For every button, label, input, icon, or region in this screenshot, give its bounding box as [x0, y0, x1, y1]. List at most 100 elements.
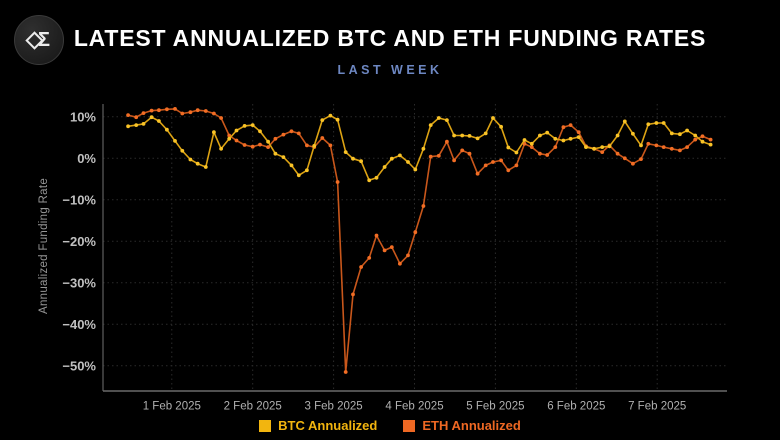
data-point-marker: [258, 129, 262, 134]
data-point-marker: [445, 118, 449, 122]
data-point-marker: [219, 116, 224, 120]
data-point-marker: [367, 256, 372, 260]
page-title: LATEST ANNUALIZED BTC AND ETH FUNDING RA…: [73, 25, 707, 51]
data-point-marker: [281, 155, 286, 160]
data-point-marker: [126, 124, 130, 129]
data-point-marker: [212, 130, 216, 135]
data-point-marker: [250, 144, 255, 149]
data-point-marker: [607, 144, 612, 149]
data-point-marker: [700, 139, 705, 144]
data-point-marker: [622, 156, 627, 161]
data-point-marker: [359, 265, 363, 269]
data-point-marker: [436, 153, 441, 158]
data-point-marker: [343, 150, 348, 155]
data-point-marker: [576, 130, 581, 135]
data-point-marker: [351, 156, 355, 161]
data-point-marker: [467, 134, 472, 138]
x-tick-label: 1 Feb 2025: [143, 401, 201, 413]
data-point-marker: [335, 117, 340, 122]
data-point-marker: [654, 143, 659, 148]
data-point-marker: [382, 248, 387, 253]
data-point-marker: [389, 156, 394, 161]
data-point-marker: [445, 139, 449, 144]
data-point-marker: [506, 145, 511, 150]
data-point-marker: [693, 133, 698, 138]
x-tick-label: 6 Feb 2025: [547, 401, 605, 413]
data-point-marker: [483, 163, 488, 168]
data-point-marker: [428, 154, 433, 159]
y-tick-label: 0%: [77, 151, 96, 166]
data-point-marker: [669, 131, 674, 136]
data-point-marker: [173, 107, 177, 111]
data-point-marker: [296, 173, 301, 178]
eth-annualized-series: [126, 107, 713, 374]
data-point-marker: [708, 137, 713, 142]
data-point-marker: [639, 143, 643, 148]
legend-item-btc: BTC Annualized: [259, 418, 377, 433]
data-point-marker: [328, 143, 333, 148]
data-point-marker: [195, 108, 200, 113]
y-tick-label: −40%: [62, 317, 96, 332]
data-point-marker: [165, 127, 169, 132]
data-point-marker: [134, 123, 139, 127]
data-point-marker: [359, 159, 363, 164]
data-point-marker: [195, 161, 200, 166]
data-point-marker: [296, 131, 301, 136]
data-point-marker: [568, 136, 573, 141]
data-point-marker: [584, 145, 588, 150]
data-point-marker: [661, 145, 666, 150]
data-point-marker: [165, 107, 169, 112]
data-point-marker: [452, 158, 456, 163]
data-point-marker: [522, 138, 527, 142]
data-point-marker: [467, 151, 472, 156]
data-point-marker: [693, 137, 698, 142]
data-point-marker: [320, 118, 325, 122]
data-point-marker: [421, 204, 426, 208]
data-point-marker: [646, 141, 651, 146]
data-point-marker: [188, 110, 193, 115]
data-point-marker: [538, 133, 542, 138]
data-point-marker: [188, 157, 193, 162]
btc-annualized-series: [126, 113, 713, 183]
data-point-marker: [708, 142, 713, 147]
data-point-marker: [499, 158, 503, 163]
data-point-marker: [374, 175, 379, 180]
data-point-marker: [242, 124, 247, 128]
data-point-marker: [141, 122, 146, 126]
data-point-marker: [406, 253, 410, 258]
data-point-marker: [615, 133, 620, 138]
grid-lines: [103, 104, 727, 391]
data-point-marker: [305, 168, 309, 173]
data-point-marker: [669, 146, 674, 151]
y-tick-label: −30%: [62, 275, 96, 290]
data-point-marker: [685, 128, 689, 133]
data-point-marker: [592, 146, 596, 151]
data-point-marker: [406, 160, 410, 164]
data-point-marker: [428, 123, 433, 127]
data-point-marker: [273, 136, 278, 141]
legend-label: ETH Annualized: [422, 418, 521, 433]
data-point-marker: [545, 130, 550, 135]
data-point-marker: [382, 165, 387, 169]
series-line: [127, 114, 712, 182]
data-point-marker: [374, 233, 379, 238]
data-point-marker: [553, 145, 558, 150]
data-point-marker: [335, 180, 340, 184]
data-point-marker: [203, 165, 208, 169]
data-point-marker: [250, 123, 255, 127]
data-point-marker: [351, 292, 355, 297]
y-tick-label: −10%: [62, 192, 96, 207]
data-point-marker: [661, 121, 666, 125]
data-point-marker: [678, 148, 682, 153]
data-point-marker: [389, 245, 394, 250]
data-point-marker: [227, 136, 232, 141]
y-tick-label: −50%: [62, 358, 96, 373]
data-point-marker: [639, 157, 643, 162]
data-point-marker: [398, 153, 402, 158]
data-point-marker: [491, 160, 495, 164]
data-point-marker: [149, 115, 154, 120]
x-tick-label: 3 Feb 2025: [305, 401, 363, 413]
data-point-marker: [180, 111, 185, 116]
data-point-marker: [529, 145, 534, 150]
sigma-logo: Σ: [14, 15, 64, 65]
